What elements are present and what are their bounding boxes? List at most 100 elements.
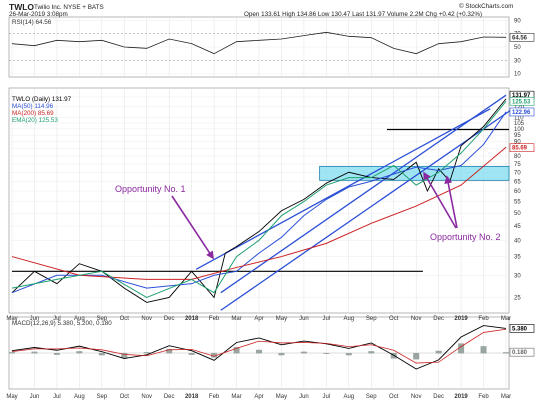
price-tick-label: 30 bbox=[514, 273, 521, 279]
price-tick-label: 105 bbox=[514, 121, 525, 127]
rsi-label: RSI(14) 64.56 bbox=[12, 19, 52, 26]
x-tick-label: Mar bbox=[501, 394, 511, 400]
rsi-line bbox=[11, 31, 507, 55]
macd-histogram-bar bbox=[458, 343, 465, 354]
price-value-tag: 85.69 bbox=[512, 146, 528, 152]
annotation-arrow-2a bbox=[423, 171, 457, 229]
macd-histogram-bar bbox=[300, 351, 307, 354]
legend-ma50: MA(50) 114.96 bbox=[12, 103, 54, 110]
chart-overlays bbox=[12, 94, 514, 311]
x-tick-label: May bbox=[276, 394, 287, 400]
legend-ma200: MA(200) 85.69 bbox=[12, 110, 54, 117]
x-tick-label: Mar bbox=[231, 394, 241, 400]
x-tick-label: 2019 bbox=[454, 316, 468, 322]
x-tick-label: 2018 bbox=[185, 394, 199, 400]
macd-histogram-bar bbox=[435, 350, 442, 354]
x-tick-label: Oct bbox=[120, 316, 130, 322]
x-tick-label: Jun bbox=[30, 316, 40, 322]
chart-series bbox=[9, 31, 509, 370]
annotation-arrow-1 bbox=[171, 195, 214, 260]
price-value-tag: 125.53 bbox=[512, 99, 531, 105]
x-tick-label: May bbox=[6, 316, 17, 322]
company-name: Twilio Inc. NYSE + BATS bbox=[34, 4, 104, 11]
rsi-tick-label: 30 bbox=[514, 58, 521, 64]
price-tick-label: 35 bbox=[514, 255, 521, 261]
trend-channel-line bbox=[220, 108, 514, 311]
x-tick-label: Dec bbox=[433, 394, 444, 400]
x-tick-label: Aug bbox=[343, 316, 354, 322]
price-value-tag-box bbox=[509, 143, 535, 152]
x-tick-label: Feb bbox=[209, 394, 220, 400]
series-line bbox=[11, 100, 507, 299]
legend-ema20: EMA(20) 125.53 bbox=[12, 117, 58, 124]
macd-histogram-bar bbox=[323, 353, 330, 354]
x-tick-label: Nov bbox=[411, 394, 422, 400]
x-tick-label: May bbox=[276, 316, 287, 322]
price-tick-label: 80 bbox=[514, 154, 521, 160]
price-tick-label: 25 bbox=[514, 295, 521, 301]
x-tick-label: Mar bbox=[501, 316, 511, 322]
macd-label: MACD(12,26,9) 5.380, 5.200, 0.180 bbox=[12, 320, 112, 327]
price-tick-label: 100 bbox=[514, 127, 525, 133]
price-tick-label: 40 bbox=[514, 238, 521, 244]
x-tick-label: Sep bbox=[366, 316, 377, 322]
x-tick-label: Jun bbox=[30, 394, 40, 400]
macd-histogram-bar bbox=[368, 351, 375, 354]
price-value-tag: 122.96 bbox=[512, 110, 531, 116]
trend-channel-line bbox=[195, 108, 491, 270]
macd-histogram-bar bbox=[345, 353, 352, 356]
macd-histogram-bar bbox=[166, 348, 173, 354]
macd-value-tag-box bbox=[509, 324, 535, 333]
annotation-arrow-2b bbox=[444, 175, 458, 229]
price-tick-label: 110 bbox=[514, 115, 524, 121]
x-tick-label: Dec bbox=[164, 394, 175, 400]
x-tick-label: May bbox=[6, 394, 17, 400]
x-tick-label: Jul bbox=[323, 394, 331, 400]
x-tick-label: Jul bbox=[53, 316, 61, 322]
annotation-opportunity-1: Opportunity No. 1 bbox=[115, 184, 186, 194]
x-tick-label: Sep bbox=[96, 394, 107, 400]
quote-date: 26-Mar-2019 3:08pm bbox=[9, 11, 68, 18]
macd-hist-tag-box bbox=[509, 347, 535, 357]
rsi-tick-label: 90 bbox=[514, 18, 521, 24]
x-tick-label: Sep bbox=[366, 394, 377, 400]
macd-histogram-bar bbox=[211, 353, 218, 358]
macd-histogram-bar bbox=[53, 353, 60, 355]
chart-labels: May May Jun Jun Jul Jul Aug Aug Sep Sep Oct Oct Nov N… bbox=[6, 18, 535, 400]
price-tick-label: 70 bbox=[514, 170, 521, 176]
macd-histogram-bar bbox=[413, 353, 420, 360]
macd-histogram-bar bbox=[188, 353, 195, 355]
x-tick-label: Apr bbox=[254, 394, 263, 400]
price-value-tag-box bbox=[509, 107, 535, 117]
x-tick-label: Nov bbox=[411, 316, 422, 322]
x-tick-label: Aug bbox=[74, 394, 85, 400]
x-tick-label: Sep bbox=[96, 316, 107, 322]
macd-histogram-bar bbox=[31, 351, 38, 354]
macd-histogram-bar bbox=[143, 352, 150, 354]
x-tick-label: Feb bbox=[478, 316, 489, 322]
price-tick-label: 60 bbox=[514, 189, 521, 195]
x-tick-label: Feb bbox=[478, 394, 489, 400]
macd-signal-line bbox=[11, 328, 507, 364]
series-line bbox=[11, 111, 507, 294]
rsi-tick-label: 10 bbox=[514, 72, 521, 78]
macd-histogram-bar bbox=[233, 347, 240, 354]
x-tick-label: Mar bbox=[231, 316, 241, 322]
x-tick-label: Jul bbox=[323, 316, 331, 322]
price-tick-label: 50 bbox=[514, 211, 521, 217]
macd-histogram-bar bbox=[256, 349, 262, 354]
x-tick-label: Oct bbox=[389, 394, 399, 400]
macd-histogram-bar bbox=[76, 351, 83, 354]
price-tick-label: 90 bbox=[514, 140, 521, 146]
macd-histogram-bar bbox=[121, 353, 128, 358]
x-tick-label: 2018 bbox=[185, 316, 199, 322]
x-tick-label: Jun bbox=[299, 394, 309, 400]
price-value-tag: 131.97 bbox=[512, 93, 531, 99]
x-tick-label: Oct bbox=[389, 316, 399, 322]
price-tick-label: 65 bbox=[514, 179, 521, 185]
x-tick-label: Jul bbox=[53, 394, 61, 400]
rsi-tick-label: 50 bbox=[514, 45, 521, 51]
macd-histogram-bar bbox=[98, 353, 105, 356]
macd-line bbox=[11, 325, 507, 370]
